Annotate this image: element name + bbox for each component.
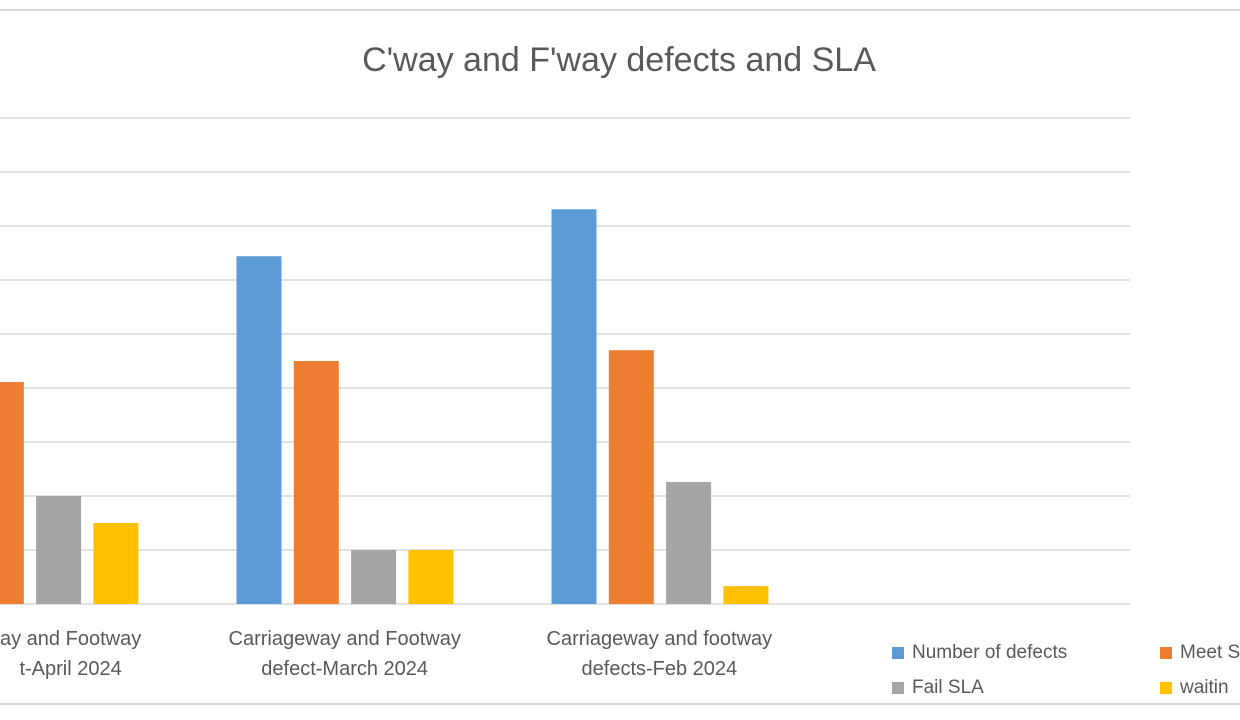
bar — [723, 586, 769, 604]
bar — [351, 550, 397, 604]
legend-label: waitin — [1179, 677, 1229, 698]
bar — [293, 361, 339, 604]
chart-title: C'way and F'way defects and SLA — [362, 41, 876, 79]
bar — [93, 523, 139, 604]
x-tick-label: ay and Footway t-April 2024 — [0, 628, 142, 680]
legend-label: Fail SLA — [912, 677, 984, 698]
bar — [608, 350, 654, 604]
bar — [551, 209, 597, 604]
legend-swatch — [1160, 682, 1172, 694]
legend-swatch — [892, 647, 904, 659]
bar — [36, 496, 82, 604]
bar — [0, 382, 24, 604]
bar — [408, 550, 454, 604]
legend-label: Meet S — [1180, 642, 1240, 663]
x-tick-label: Carriageway and footway defects-Feb 2024 — [546, 628, 773, 680]
legend-swatch — [892, 682, 904, 694]
x-tick-label: Carriageway and Footway defect-March 202… — [228, 628, 461, 680]
bar — [666, 481, 712, 604]
legend-label: Number of defects — [912, 642, 1067, 663]
bar — [236, 256, 282, 604]
legend-swatch — [1160, 647, 1172, 659]
